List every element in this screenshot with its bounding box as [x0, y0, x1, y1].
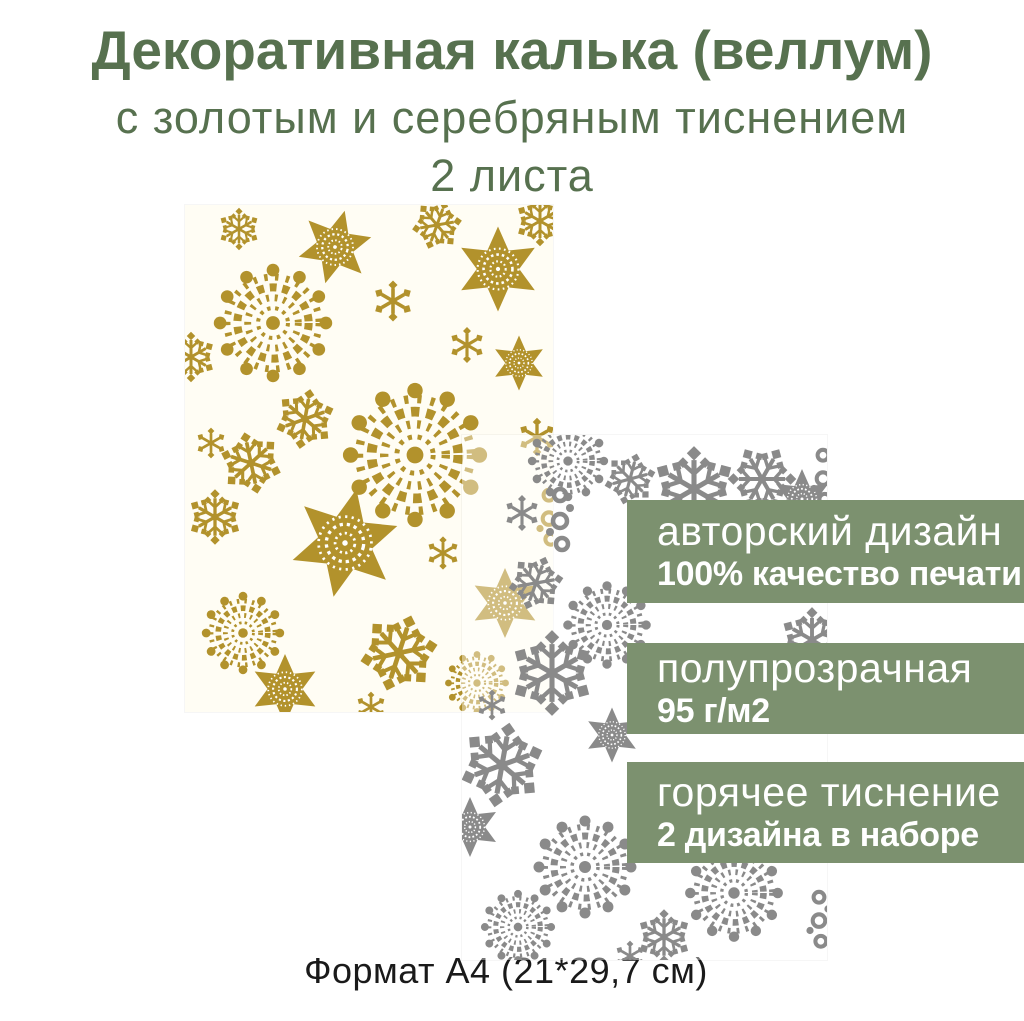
snowflake-icon	[202, 592, 284, 674]
snowflake-icon	[427, 536, 460, 569]
gold-snowflake-sheet	[185, 205, 553, 712]
snowflake-icon	[449, 327, 484, 363]
snowflake-icon	[185, 332, 218, 382]
snowflake-icon	[806, 892, 827, 947]
snowflake-icon	[477, 690, 507, 721]
badge-feature-value: 100% качество печати	[657, 554, 1022, 593]
snowflake-icon	[268, 384, 342, 455]
feature-badge-foil: горячее тиснение 2 дизайна в наборе	[627, 762, 1024, 863]
snowflake-icon	[347, 603, 451, 704]
snowflake-icon	[534, 816, 637, 919]
snowflake-icon	[513, 205, 553, 246]
snowflake-icon	[214, 264, 332, 382]
snowflake-icon	[186, 489, 245, 545]
sheet-count: 2 листа	[430, 150, 594, 201]
snowflake-icon	[356, 692, 386, 712]
snowflake-icon	[615, 941, 645, 960]
product-subtitle: с золотым и серебряным тиснением	[115, 92, 909, 143]
snowflake-icon	[494, 334, 544, 392]
snowflake-icon	[373, 280, 413, 321]
snowflake-icon	[462, 796, 497, 858]
snowflake-icon	[504, 495, 539, 531]
feature-badge-design: авторский дизайн 100% качество печати	[627, 500, 1024, 603]
snowflake-icon	[292, 205, 378, 293]
format-caption: Формат А4 (21*29,7 см)	[304, 950, 708, 991]
snowflake-icon	[635, 909, 694, 960]
snowflake-icon	[462, 715, 554, 815]
badge-feature-label: полупрозрачная	[657, 645, 973, 691]
feature-badge-paper: полупрозрачная 95 г/м2	[627, 643, 1024, 734]
snowflake-icon	[499, 547, 573, 619]
badge-feature-value: 2 дизайна в наборе	[657, 815, 979, 854]
badge-feature-label: горячее тиснение	[657, 769, 1001, 815]
product-title: Декоративная калька (веллум)	[91, 19, 933, 81]
badge-feature-label: авторский дизайн	[657, 508, 1003, 554]
snowflake-icon	[481, 890, 555, 960]
snowflake-icon	[217, 208, 262, 250]
snowflake-icon	[507, 630, 598, 716]
badge-feature-value: 95 г/м2	[657, 691, 770, 730]
snowflake-icon	[459, 225, 537, 313]
snowflake-icon	[403, 205, 470, 258]
snowflake-icon	[528, 435, 608, 501]
